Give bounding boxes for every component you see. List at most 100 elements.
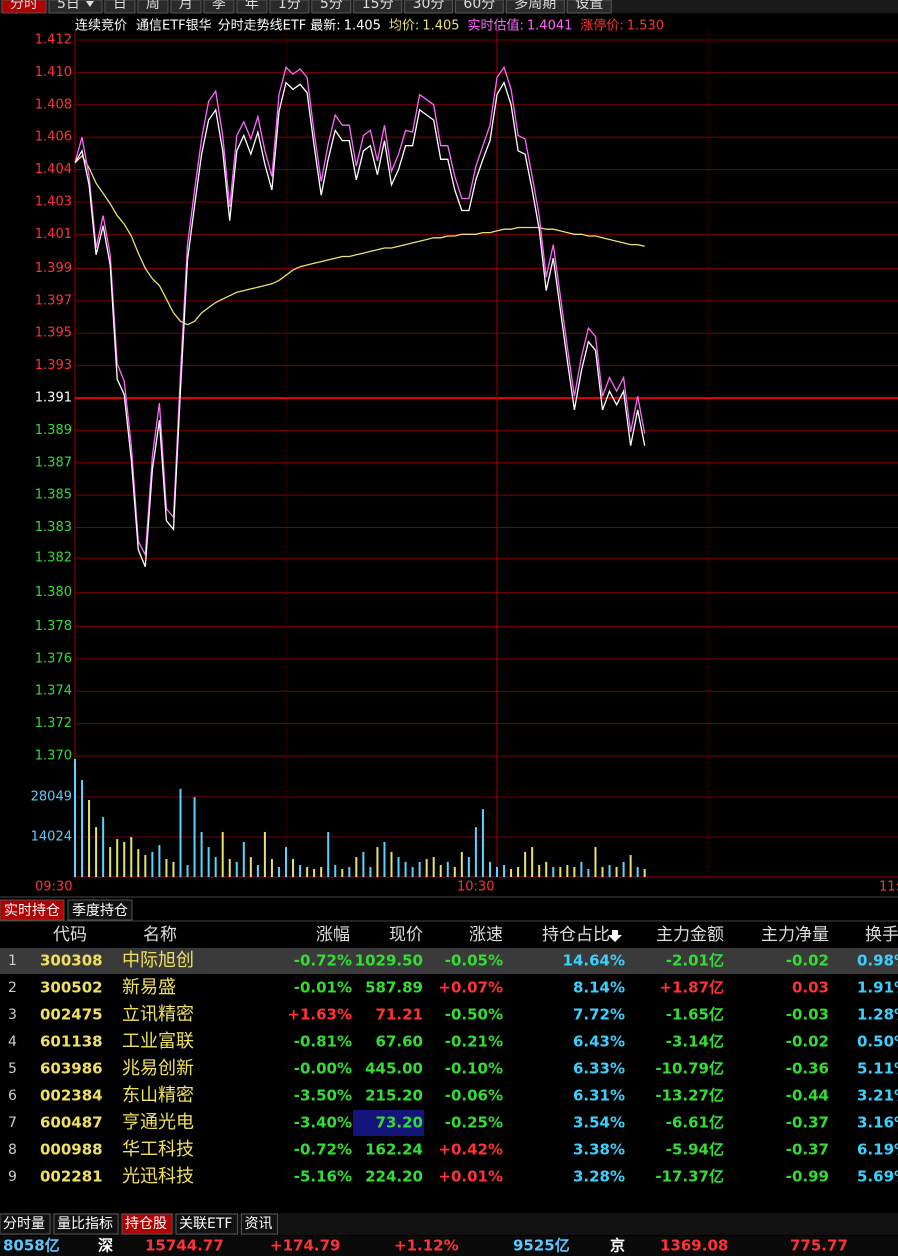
table-cell[interactable]: 9	[8, 1169, 17, 1185]
toolbar-tab[interactable]: 5日	[57, 0, 80, 12]
table-cell[interactable]: 600487	[40, 1114, 103, 1132]
column-header[interactable]: 持仓占比	[542, 925, 610, 945]
table-cell[interactable]: 亨通光电	[122, 1112, 194, 1133]
table-cell[interactable]: 603986	[40, 1060, 103, 1078]
table-cell[interactable]: +0.42%	[438, 1141, 503, 1159]
table-cell[interactable]: 3.38%	[573, 1141, 625, 1159]
table-tab[interactable]: 实时持仓	[4, 903, 60, 919]
toolbar-tab[interactable]: 年	[245, 0, 259, 12]
table-cell[interactable]: 4	[8, 1034, 17, 1050]
table-cell[interactable]: 6.31%	[573, 1087, 625, 1105]
table-cell[interactable]: -0.72%	[294, 952, 352, 970]
column-header[interactable]: 代码	[53, 925, 87, 945]
column-header[interactable]: 换手	[865, 925, 898, 945]
table-tab[interactable]: 季度持仓	[72, 903, 128, 919]
table-cell[interactable]: 立讯精密	[122, 1004, 194, 1025]
table-cell[interactable]: 002384	[40, 1087, 103, 1105]
table-cell[interactable]: +1.63%	[287, 1006, 352, 1024]
table-cell[interactable]: 5	[8, 1061, 17, 1077]
table-cell[interactable]: 71.21	[376, 1006, 423, 1024]
table-cell[interactable]: 300308	[40, 952, 103, 970]
bottom-tab[interactable]: 分时量	[3, 1216, 45, 1232]
column-header[interactable]: 涨速	[469, 925, 503, 945]
table-cell[interactable]: -0.99	[786, 1168, 829, 1186]
toolbar-tab[interactable]: 季	[212, 0, 226, 12]
bottom-tab[interactable]: 量比指标	[57, 1216, 113, 1232]
table-cell[interactable]: 300502	[40, 979, 103, 997]
table-cell[interactable]: +0.01%	[438, 1168, 503, 1186]
table-cell[interactable]: 6	[8, 1088, 17, 1104]
table-cell[interactable]: -0.10%	[445, 1060, 503, 1078]
bottom-tab[interactable]: 持仓股	[125, 1216, 167, 1232]
toolbar-tab[interactable]: 30分	[413, 0, 445, 12]
table-cell[interactable]: 3.21%	[857, 1087, 898, 1105]
table-cell[interactable]: 兆易创新	[122, 1058, 194, 1079]
table-cell[interactable]: -0.50%	[445, 1006, 503, 1024]
table-cell[interactable]: -0.05%	[445, 952, 503, 970]
table-cell[interactable]: -0.37	[786, 1114, 829, 1132]
table-cell[interactable]: -0.81%	[294, 1033, 352, 1051]
table-cell[interactable]: 587.89	[365, 979, 423, 997]
table-cell[interactable]: -0.01%	[294, 979, 352, 997]
table-cell[interactable]: -6.61亿	[666, 1114, 724, 1132]
table-cell[interactable]: -0.72%	[294, 1141, 352, 1159]
table-cell[interactable]: -2.01亿	[666, 952, 724, 970]
table-cell[interactable]: 东山精密	[122, 1085, 194, 1106]
table-cell[interactable]: -3.14亿	[666, 1033, 724, 1051]
table-cell[interactable]: 3.28%	[573, 1168, 625, 1186]
table-cell[interactable]: 14.64%	[563, 952, 625, 970]
table-cell[interactable]: 601138	[40, 1033, 103, 1051]
table-cell[interactable]: 6.43%	[573, 1033, 625, 1051]
table-cell[interactable]: +0.07%	[438, 979, 503, 997]
toolbar-tab[interactable]: 多周期	[514, 0, 556, 12]
table-cell[interactable]: 新易盛	[122, 977, 176, 998]
table-cell[interactable]: 000988	[40, 1141, 103, 1159]
table-cell[interactable]: 8	[8, 1142, 17, 1158]
toolbar-tab[interactable]: 15分	[362, 0, 394, 12]
toolbar-tab[interactable]: 5分	[320, 0, 343, 12]
table-cell[interactable]: 中际旭创	[122, 950, 194, 971]
table-cell[interactable]: 6.19%	[857, 1141, 898, 1159]
table-cell[interactable]: +1.87亿	[659, 979, 724, 997]
toolbar-tab[interactable]: 设置	[575, 0, 603, 12]
table-cell[interactable]: -13.27亿	[655, 1087, 724, 1105]
toolbar-tab[interactable]: 月	[179, 0, 193, 12]
table-cell[interactable]: 3	[8, 1007, 17, 1023]
table-cell[interactable]: -5.94亿	[666, 1141, 724, 1159]
table-cell[interactable]: -5.16%	[294, 1168, 352, 1186]
table-cell[interactable]: 224.20	[365, 1168, 423, 1186]
table-cell[interactable]: -0.02	[786, 952, 829, 970]
table-cell[interactable]: 3.16%	[857, 1114, 898, 1132]
table-cell[interactable]: 002475	[40, 1006, 103, 1024]
table-cell[interactable]: 67.60	[376, 1033, 423, 1051]
column-header[interactable]: 现价	[389, 925, 423, 945]
toolbar-tab[interactable]: 分时	[10, 0, 38, 12]
table-cell[interactable]: -17.37亿	[655, 1168, 724, 1186]
table-cell[interactable]: -3.40%	[294, 1114, 352, 1132]
table-cell[interactable]: 6.33%	[573, 1060, 625, 1078]
table-cell[interactable]: -0.21%	[445, 1033, 503, 1051]
bottom-tab[interactable]: 关联ETF	[179, 1216, 232, 1232]
table-cell[interactable]: 3.54%	[573, 1114, 625, 1132]
table-cell[interactable]: 5.69%	[857, 1168, 898, 1186]
table-cell[interactable]: -10.79亿	[655, 1060, 724, 1078]
table-cell[interactable]: 002281	[40, 1168, 103, 1186]
table-cell[interactable]: 5.11%	[857, 1060, 898, 1078]
table-cell[interactable]: 1.28%	[857, 1006, 898, 1024]
bottom-tab[interactable]: 资讯	[244, 1216, 272, 1232]
column-header[interactable]: 涨幅	[316, 925, 350, 945]
toolbar-tab[interactable]: 60分	[463, 0, 495, 12]
table-cell[interactable]: -0.03	[786, 1006, 829, 1024]
table-cell[interactable]: 73.20	[376, 1114, 423, 1132]
table-cell[interactable]: 2	[8, 980, 17, 996]
table-cell[interactable]: -0.06%	[445, 1087, 503, 1105]
table-cell[interactable]: -0.25%	[445, 1114, 503, 1132]
table-cell[interactable]: -0.44	[786, 1087, 829, 1105]
table-cell[interactable]: 华工科技	[122, 1139, 194, 1160]
toolbar-tab[interactable]: 日	[113, 0, 127, 12]
table-cell[interactable]: 1	[8, 953, 17, 969]
table-cell[interactable]: 工业富联	[122, 1031, 194, 1052]
table-cell[interactable]: 162.24	[365, 1141, 423, 1159]
table-cell[interactable]: 8.14%	[573, 979, 625, 997]
toolbar-tab[interactable]: 周	[146, 0, 160, 12]
